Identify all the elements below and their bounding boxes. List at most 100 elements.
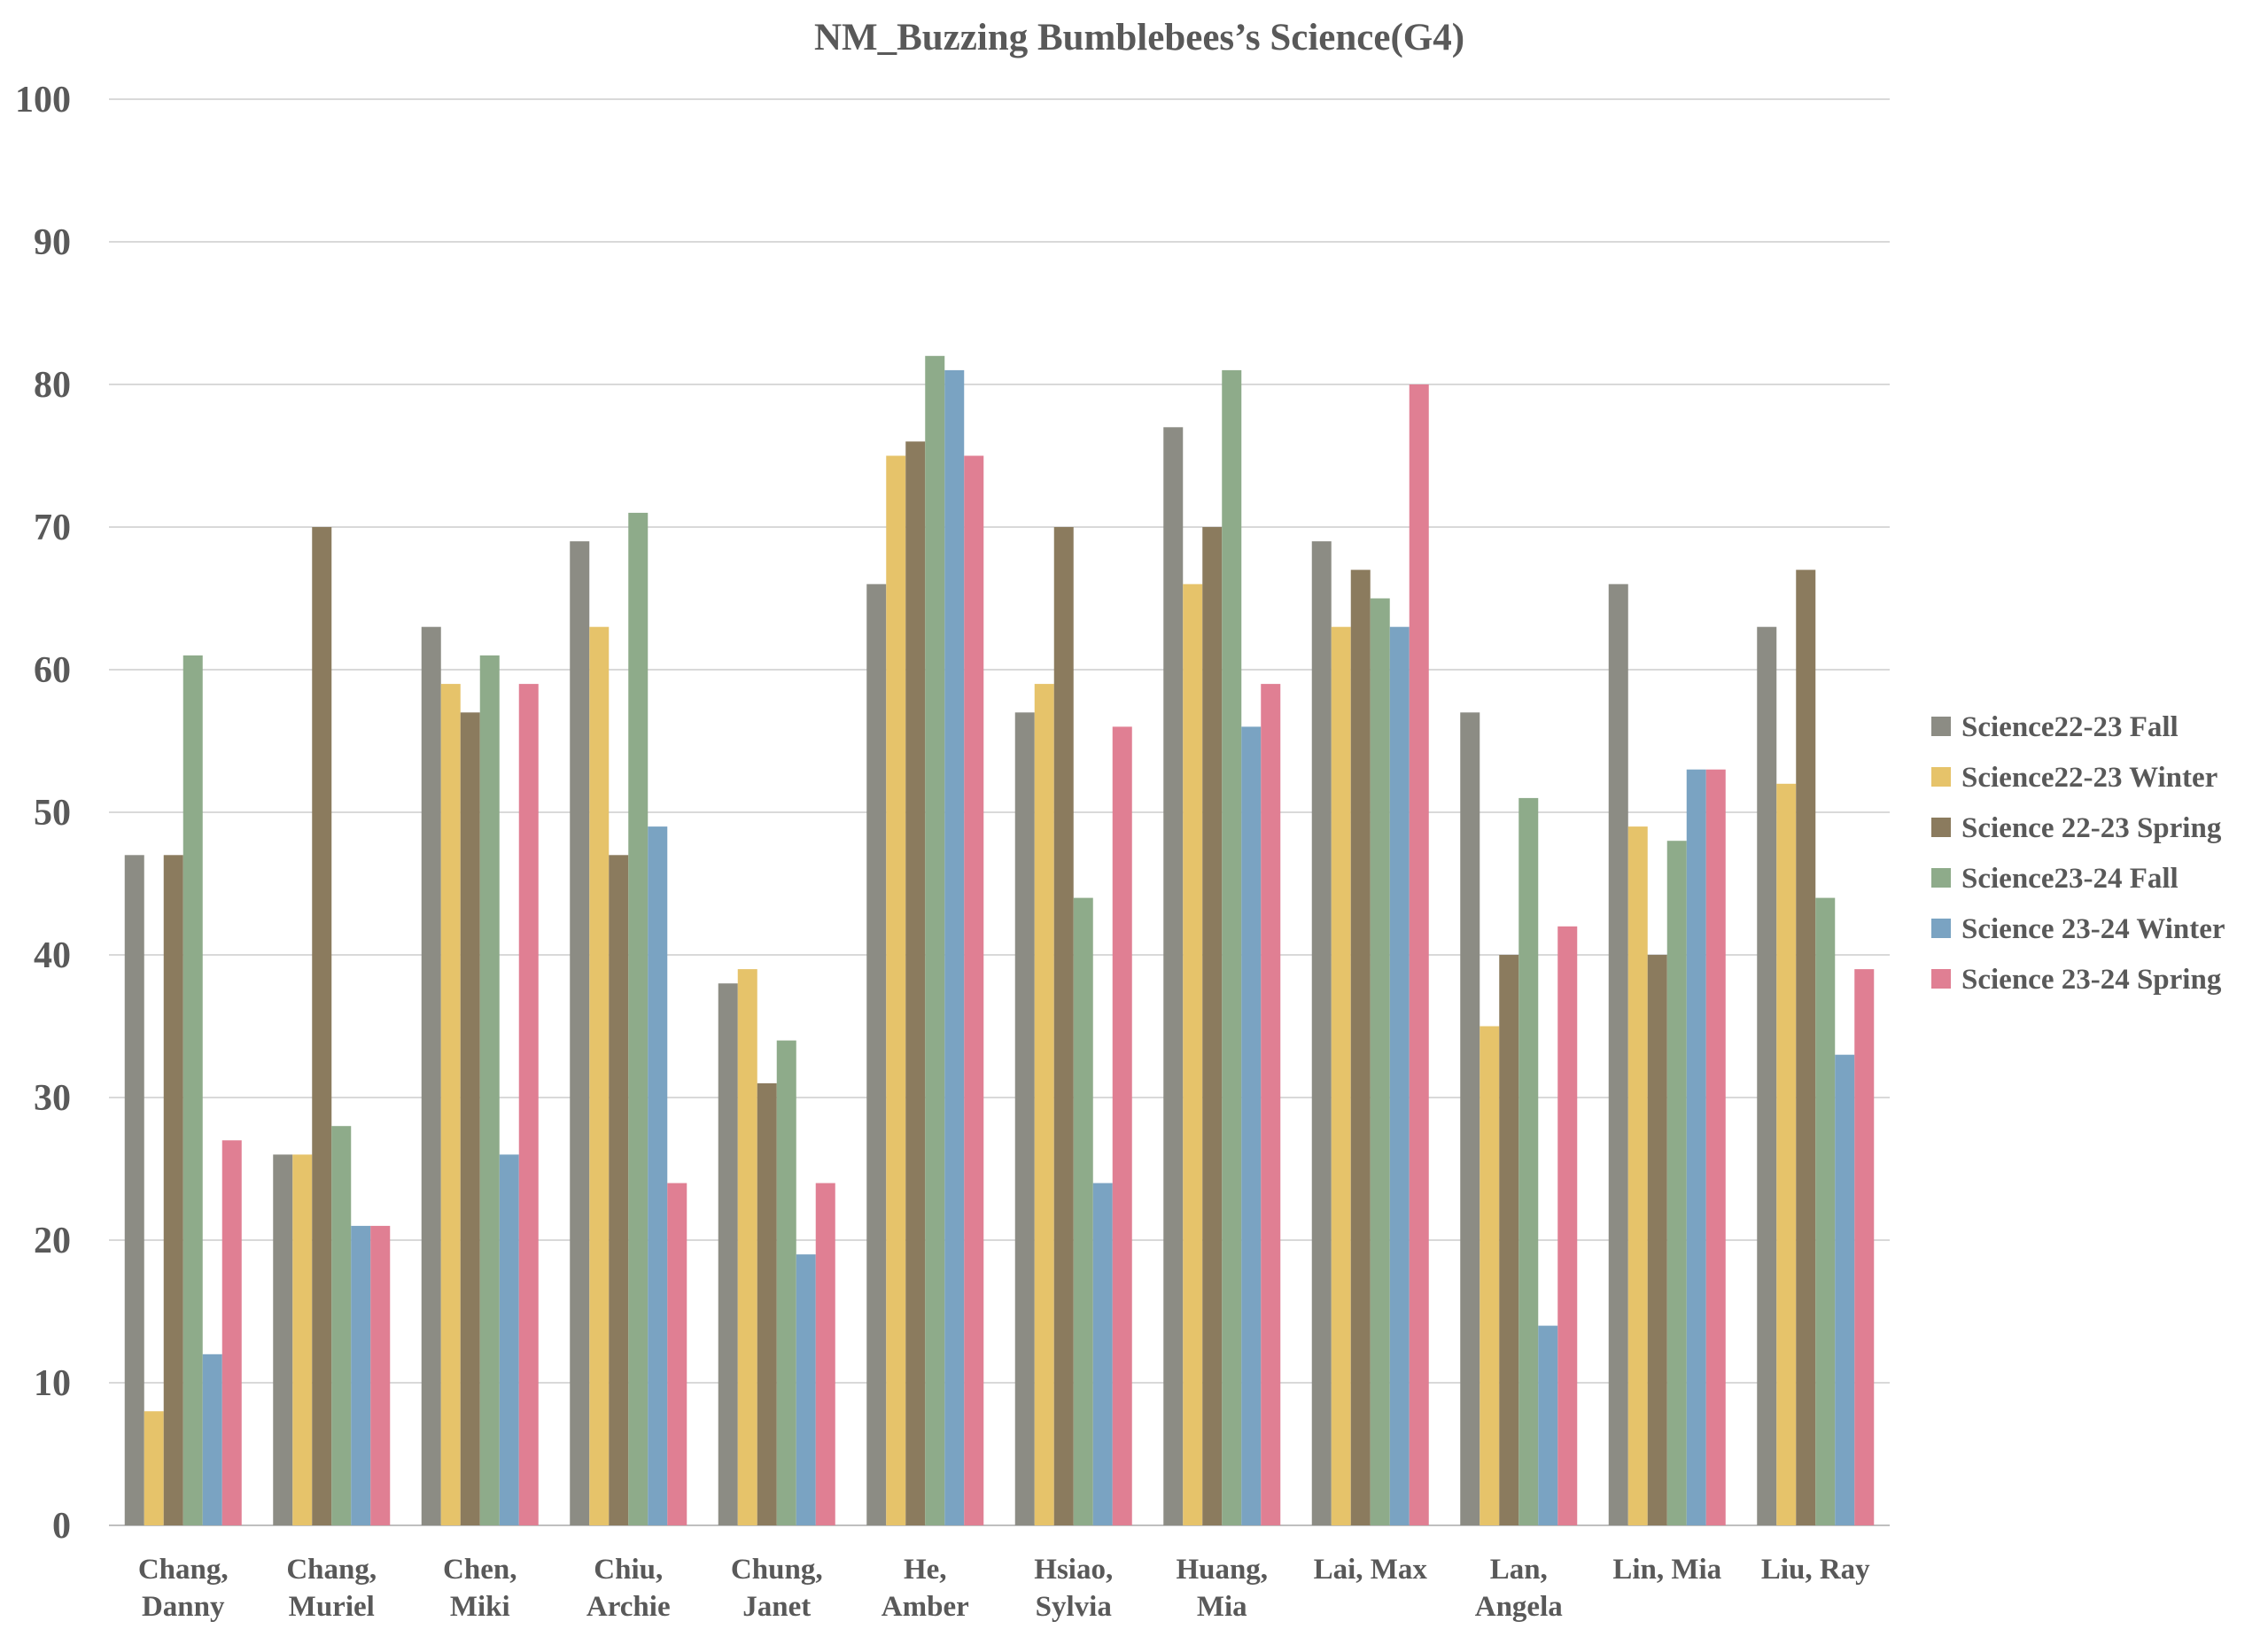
bar <box>221 1140 242 1525</box>
bar <box>866 584 887 1525</box>
bar <box>1034 684 1054 1525</box>
y-axis-ticks: 0 10 20 30 40 50 60 70 80 90 100 <box>15 80 71 1547</box>
bar <box>518 684 539 1525</box>
legend-swatch <box>1931 919 1951 938</box>
bar <box>964 455 984 1525</box>
bar <box>421 626 441 1525</box>
x-tick-label: Chiu, <box>594 1554 663 1586</box>
x-axis-ticks: Chang, Danny Chang, Muriel Chen, Miki Chiu, Arc… <box>138 1554 1870 1623</box>
bar <box>1389 626 1410 1525</box>
bar <box>815 1183 835 1525</box>
bar <box>163 855 183 1525</box>
bar <box>1776 783 1797 1525</box>
x-tick-label: Lin, Mia <box>1612 1554 1721 1586</box>
bar <box>589 626 610 1525</box>
y-tick-label: 100 <box>15 80 71 120</box>
bar <box>737 969 757 1525</box>
bar <box>1666 841 1687 1525</box>
bar <box>1647 955 1667 1525</box>
bar <box>667 1183 687 1525</box>
bar <box>1538 1325 1558 1525</box>
y-tick-label: 30 <box>34 1078 71 1119</box>
x-tick-label: Angela <box>1475 1591 1563 1623</box>
bar <box>1480 1026 1500 1525</box>
bar <box>1608 584 1628 1525</box>
x-tick-label: Chung, <box>731 1554 823 1586</box>
bar <box>1014 712 1035 1525</box>
x-tick-label: Huang, <box>1176 1554 1268 1586</box>
legend-label: Science23-24 Fall <box>1961 863 2179 895</box>
bar <box>1222 369 1242 1525</box>
y-tick-label: 10 <box>34 1363 71 1404</box>
x-tick-label: He, <box>904 1554 947 1586</box>
legend-label: Science 23-24 Winter <box>1961 913 2225 945</box>
bar <box>1163 427 1184 1525</box>
bar <box>1409 384 1429 1525</box>
bar <box>1202 527 1223 1525</box>
bar <box>1460 712 1480 1525</box>
x-tick-label: Chang, <box>138 1554 229 1586</box>
x-tick-label: Chen, <box>443 1554 517 1586</box>
legend-label: Science22-23 Winter <box>1961 762 2218 794</box>
legend-label: Science22-23 Fall <box>1961 711 2179 743</box>
y-tick-label: 90 <box>34 222 71 263</box>
bar <box>312 527 332 1525</box>
bar <box>499 1154 519 1525</box>
x-tick-label: Amber <box>882 1591 969 1623</box>
legend: Science22-23 Fall Science22-23 Winter Scie… <box>1931 711 2225 996</box>
bar <box>1183 584 1203 1525</box>
bar <box>183 655 203 1525</box>
bar <box>202 1354 222 1525</box>
legend-item: Science23-24 Fall <box>1931 863 2179 895</box>
bar <box>1705 769 1726 1525</box>
x-tick-label: Miki <box>450 1591 510 1623</box>
bar <box>886 455 906 1525</box>
bar <box>1311 541 1332 1525</box>
y-tick-label: 60 <box>34 650 71 691</box>
bar <box>1261 684 1281 1525</box>
legend-item: Science22-23 Fall <box>1931 711 2179 743</box>
bar <box>609 855 629 1525</box>
x-tick-label: Lai, Max <box>1314 1554 1428 1586</box>
bar <box>440 684 461 1525</box>
bar <box>1241 726 1262 1525</box>
x-tick-label: Chang, <box>286 1554 377 1586</box>
bar <box>1835 1054 1855 1525</box>
legend-item: Science 23-24 Winter <box>1931 913 2225 945</box>
x-tick-label: Janet <box>742 1591 811 1623</box>
bar <box>351 1225 371 1525</box>
legend-label: Science 22-23 Spring <box>1961 812 2222 844</box>
x-tick-label: Danny <box>142 1591 225 1623</box>
y-tick-label: 70 <box>34 508 71 548</box>
legend-label: Science 23-24 Spring <box>1961 964 2222 996</box>
bar <box>1499 955 1519 1525</box>
bar <box>796 1254 816 1525</box>
bar <box>273 1154 293 1525</box>
x-tick-label: Archie <box>586 1591 671 1623</box>
bar <box>124 855 144 1525</box>
y-tick-label: 50 <box>34 793 71 834</box>
chart-title: NM_Buzzing Bumblebees’s Science(G4) <box>814 17 1464 58</box>
bar <box>776 1040 796 1525</box>
bar <box>718 983 738 1525</box>
bar <box>944 369 965 1525</box>
legend-swatch <box>1931 767 1951 787</box>
bar <box>1053 527 1074 1525</box>
bar <box>1331 626 1351 1525</box>
legend-item: Science 22-23 Spring <box>1931 812 2222 844</box>
bar <box>1796 570 1816 1525</box>
bar <box>925 355 945 1525</box>
x-tick-label: Muriel <box>289 1591 375 1623</box>
bar <box>1073 897 1093 1525</box>
bar <box>648 826 668 1525</box>
bar <box>292 1154 313 1525</box>
x-tick-label: Sylvia <box>1036 1591 1112 1623</box>
bar <box>1854 969 1875 1525</box>
y-tick-label: 80 <box>34 365 71 406</box>
x-tick-label: Liu, Ray <box>1761 1554 1870 1586</box>
bar <box>628 512 649 1525</box>
bar <box>479 655 500 1525</box>
x-tick-label: Mia <box>1197 1591 1247 1623</box>
bar <box>1627 826 1648 1525</box>
bar <box>331 1126 352 1525</box>
